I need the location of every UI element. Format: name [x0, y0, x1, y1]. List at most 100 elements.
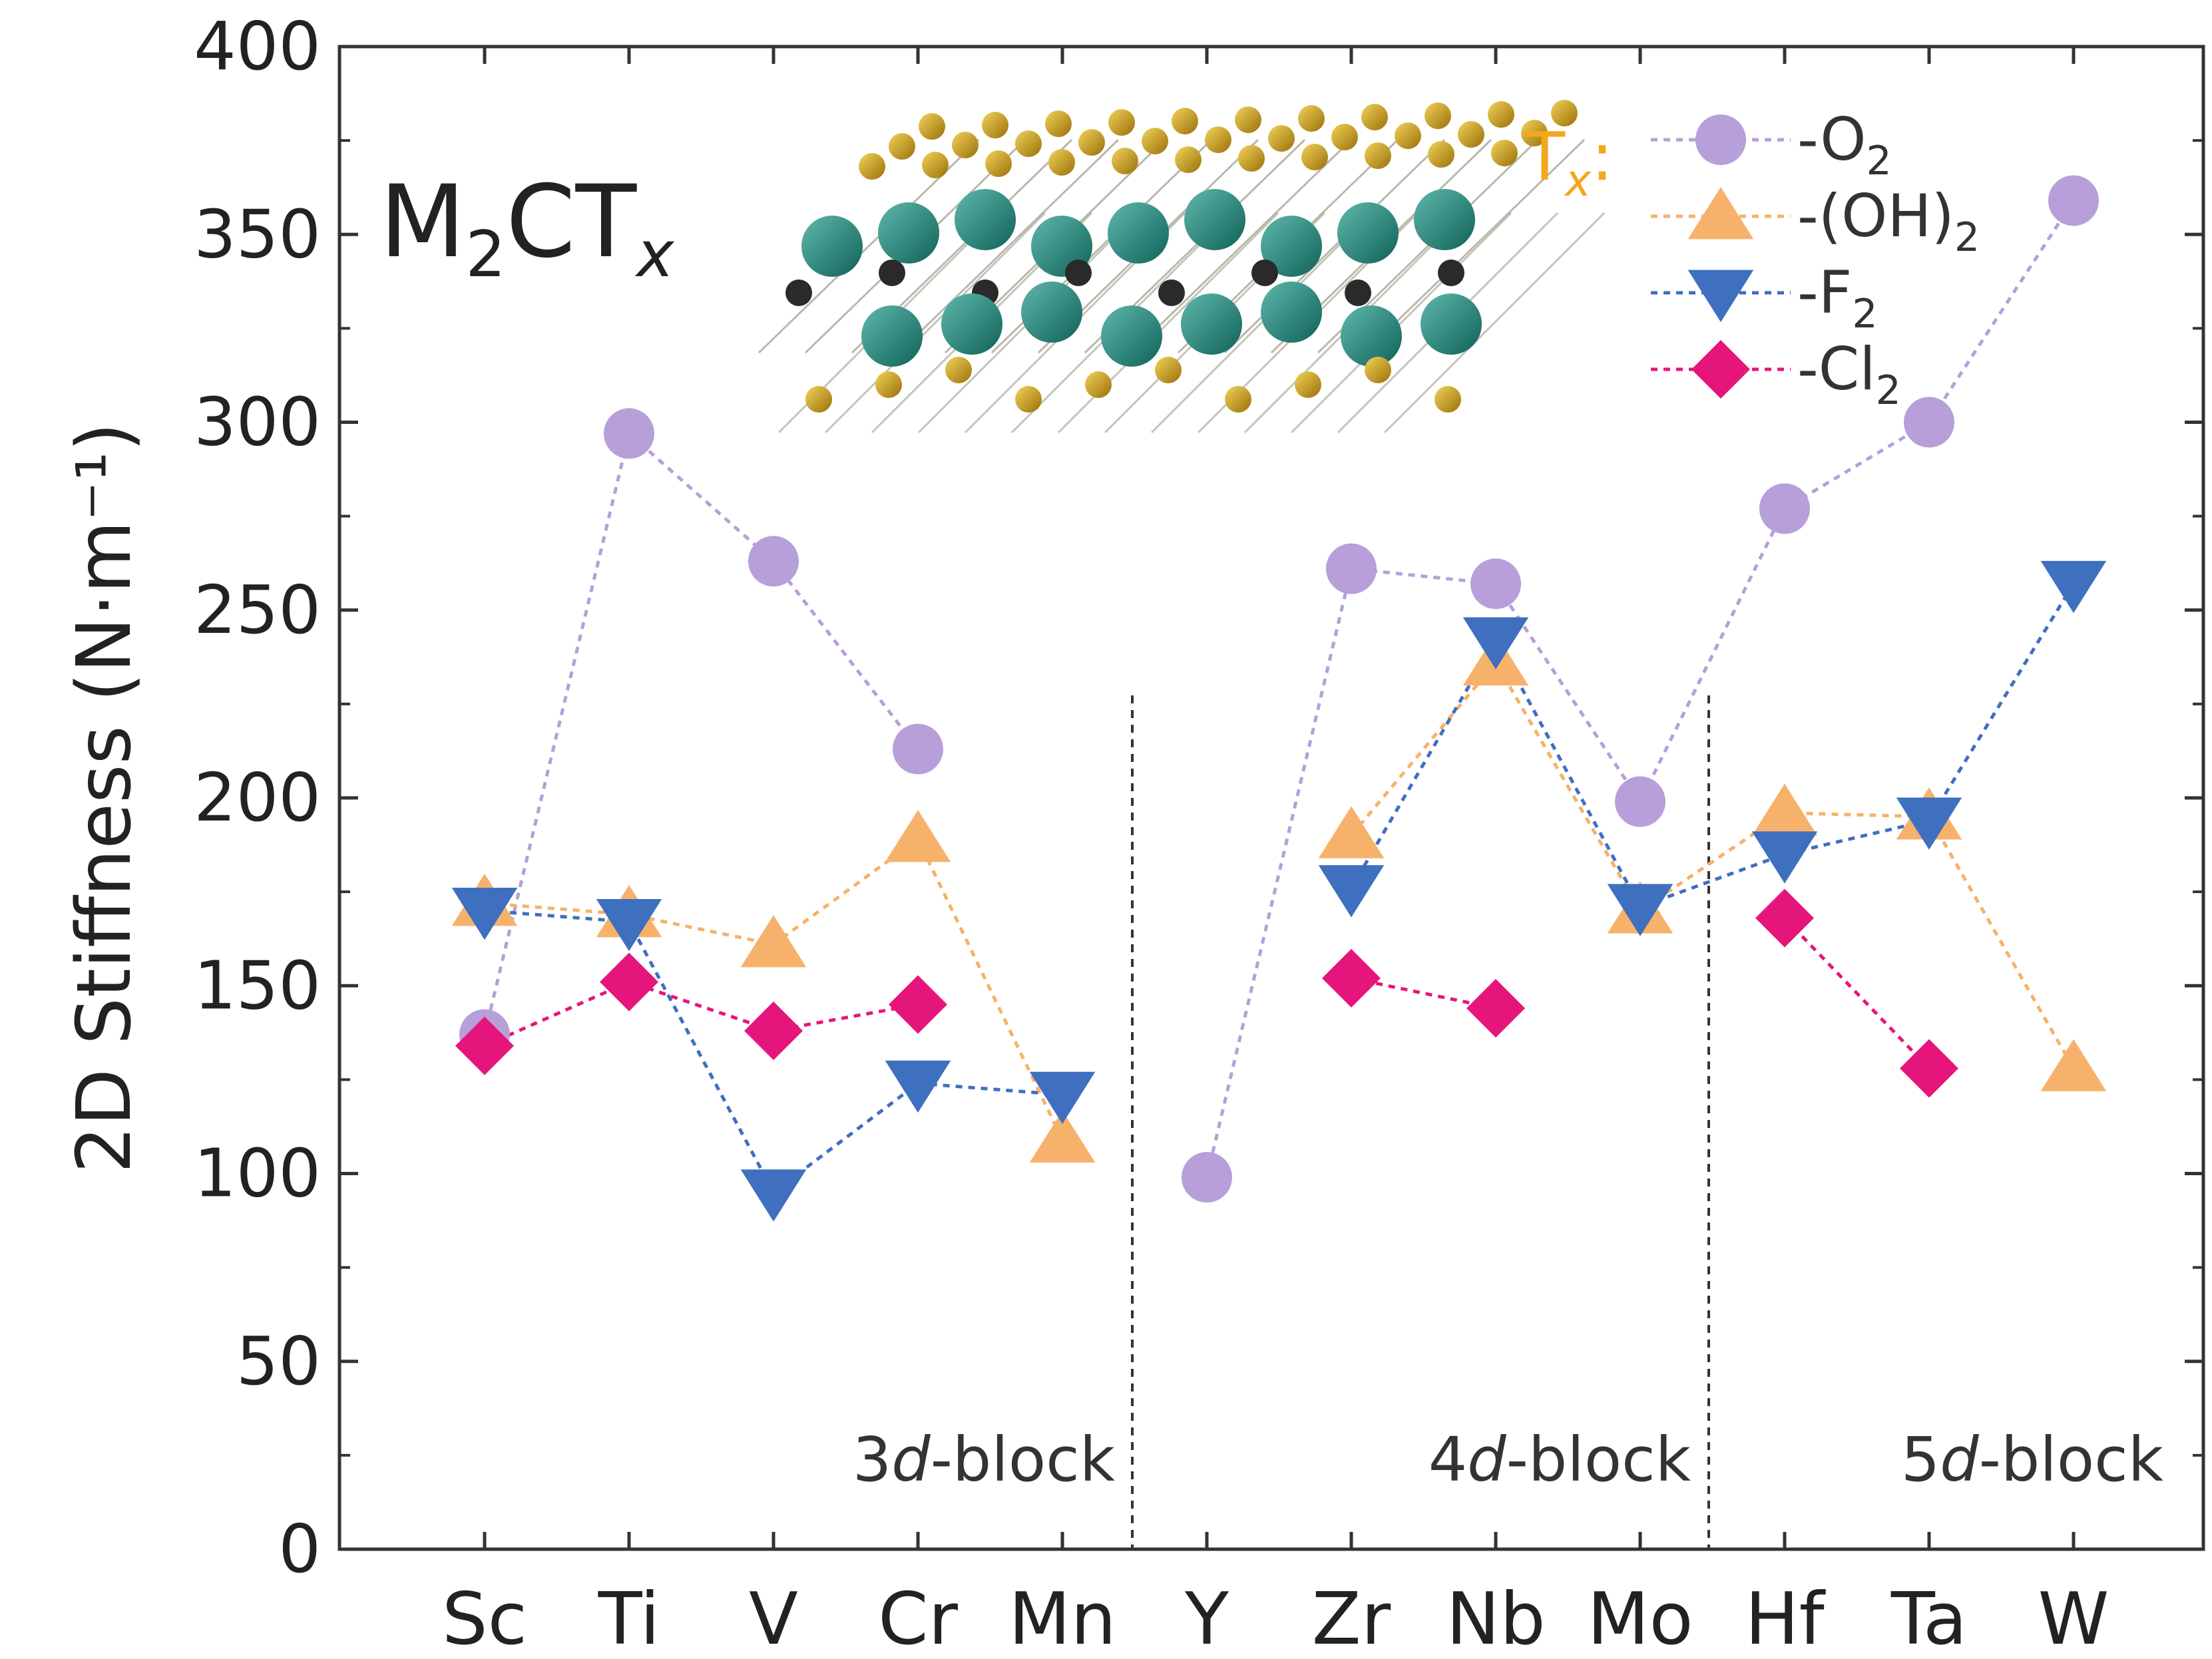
point-o2-nb	[1470, 558, 1521, 610]
gold-atom	[1301, 144, 1328, 170]
series-line-oh2	[1350, 659, 2076, 1069]
gold-atom	[1015, 386, 1042, 413]
point-o2-ta	[1904, 397, 1954, 448]
legend-marker-f2	[1687, 270, 1754, 322]
carbon-atom	[1065, 260, 1092, 286]
point-f2-zr	[1318, 865, 1385, 918]
point-o2-w	[2048, 175, 2099, 226]
point-oh2-mn	[1029, 1110, 1096, 1163]
gold-atom	[1015, 130, 1042, 157]
carbon-atom	[785, 279, 812, 306]
legend-marker-oh2	[1687, 187, 1754, 240]
carbon-atom	[1251, 260, 1278, 286]
point-f2-w	[2040, 560, 2107, 614]
compound-label: M2CTx	[379, 164, 675, 291]
point-cl2-zr	[1322, 948, 1381, 1008]
gold-atom	[1331, 124, 1358, 150]
y-tick-label: 50	[236, 1322, 321, 1400]
point-f2-v	[740, 1169, 807, 1222]
gold-atom	[1361, 104, 1388, 130]
gold-atom	[1238, 145, 1265, 172]
point-oh2-zr	[1318, 806, 1385, 858]
carbon-atom	[879, 260, 905, 286]
bond	[1223, 138, 1446, 354]
series-line-o2	[1205, 200, 2076, 1178]
metal-atom	[861, 305, 923, 367]
metal-atom	[1261, 281, 1322, 343]
x-tick-label-ta: Ta	[1890, 1578, 1967, 1659]
x-tick-label-mo: Mo	[1587, 1578, 1693, 1659]
point-o2-cr	[893, 723, 943, 775]
point-oh2-w	[2040, 1039, 2107, 1091]
legend-label-oh2: -(OH)2	[1797, 182, 1980, 261]
y-tick-label: 250	[194, 571, 321, 649]
point-f2-ti	[596, 898, 662, 952]
gold-atom	[1425, 102, 1451, 129]
bond	[897, 138, 1120, 354]
gold-atom	[1172, 108, 1198, 134]
metal-atom	[1261, 216, 1322, 277]
legend: -O2-(OH)2-F2-Cl2	[1651, 105, 1980, 414]
gold-atom	[1225, 386, 1251, 413]
block-labels: 3d-block 4d-block 5d-block	[853, 1424, 2164, 1495]
gold-atom	[1298, 105, 1325, 132]
metal-atom	[1421, 293, 1482, 355]
point-oh2-cr	[885, 810, 951, 862]
carbon-atom	[1158, 279, 1185, 306]
gold-atom	[952, 132, 979, 158]
x-tick-label-v: V	[749, 1578, 798, 1659]
gold-atom	[1488, 101, 1514, 128]
metal-atom	[1101, 305, 1162, 367]
metal-atom	[941, 293, 1002, 355]
metal-atom	[1414, 189, 1475, 250]
point-cl2-v	[744, 1001, 803, 1060]
gold-atom	[985, 150, 1012, 177]
series-line-cl2	[483, 980, 919, 1047]
legend-marker-cl2	[1691, 340, 1750, 399]
legend-label-f2: -F2	[1797, 258, 1878, 337]
y-axis-title: 2D Stiffness (N·m⁻¹)	[61, 423, 148, 1173]
bond	[1363, 138, 1586, 354]
gold-atom	[1365, 357, 1391, 383]
y-tick-label: 400	[194, 7, 321, 85]
x-tick-label-hf: Hf	[1745, 1578, 1826, 1659]
x-tick-label-nb: Nb	[1446, 1578, 1545, 1659]
series-line-f2	[1349, 582, 2076, 909]
tx-label: Tx:	[1524, 118, 1614, 206]
point-oh2-hf	[1751, 783, 1818, 836]
gold-atom	[1078, 129, 1105, 156]
gold-atom	[1435, 386, 1461, 413]
y-tick-label: 0	[278, 1510, 321, 1588]
carbon-atom	[1345, 279, 1371, 306]
metal-atom	[1108, 202, 1169, 264]
gold-atom	[1395, 122, 1421, 149]
metal-atom	[1021, 281, 1082, 343]
x-tick-label-sc: Sc	[442, 1578, 527, 1659]
point-cl2-cr	[889, 975, 947, 1034]
gold-atom	[1521, 120, 1548, 146]
gold-atom	[1085, 371, 1112, 398]
gold-atom	[1458, 121, 1484, 148]
point-f2-mo	[1607, 884, 1673, 936]
legend-marker-o2	[1695, 114, 1746, 165]
metal-atom	[1181, 293, 1242, 355]
bond	[1150, 212, 1373, 434]
point-o2-hf	[1759, 483, 1810, 534]
series-marks	[451, 175, 2107, 1222]
x-axis: Sc Ti V Cr Mn Y Zr Nb Mo Hf Ta W	[442, 47, 2109, 1659]
point-o2-v	[748, 536, 799, 587]
gold-atom	[1205, 126, 1231, 153]
gold-atom	[859, 153, 885, 180]
y-tick-label: 100	[194, 1135, 321, 1212]
gold-atom	[1268, 125, 1295, 152]
metal-atom	[1337, 202, 1399, 264]
x-tick-label-y: Y	[1184, 1578, 1229, 1659]
metal-atom	[955, 189, 1016, 250]
bond	[824, 212, 1046, 434]
x-tick-label-cr: Cr	[878, 1578, 958, 1659]
series-line-o2	[483, 430, 919, 1035]
gold-atom	[1295, 371, 1321, 398]
gold-atom	[1235, 106, 1261, 133]
gold-atom	[919, 113, 945, 140]
